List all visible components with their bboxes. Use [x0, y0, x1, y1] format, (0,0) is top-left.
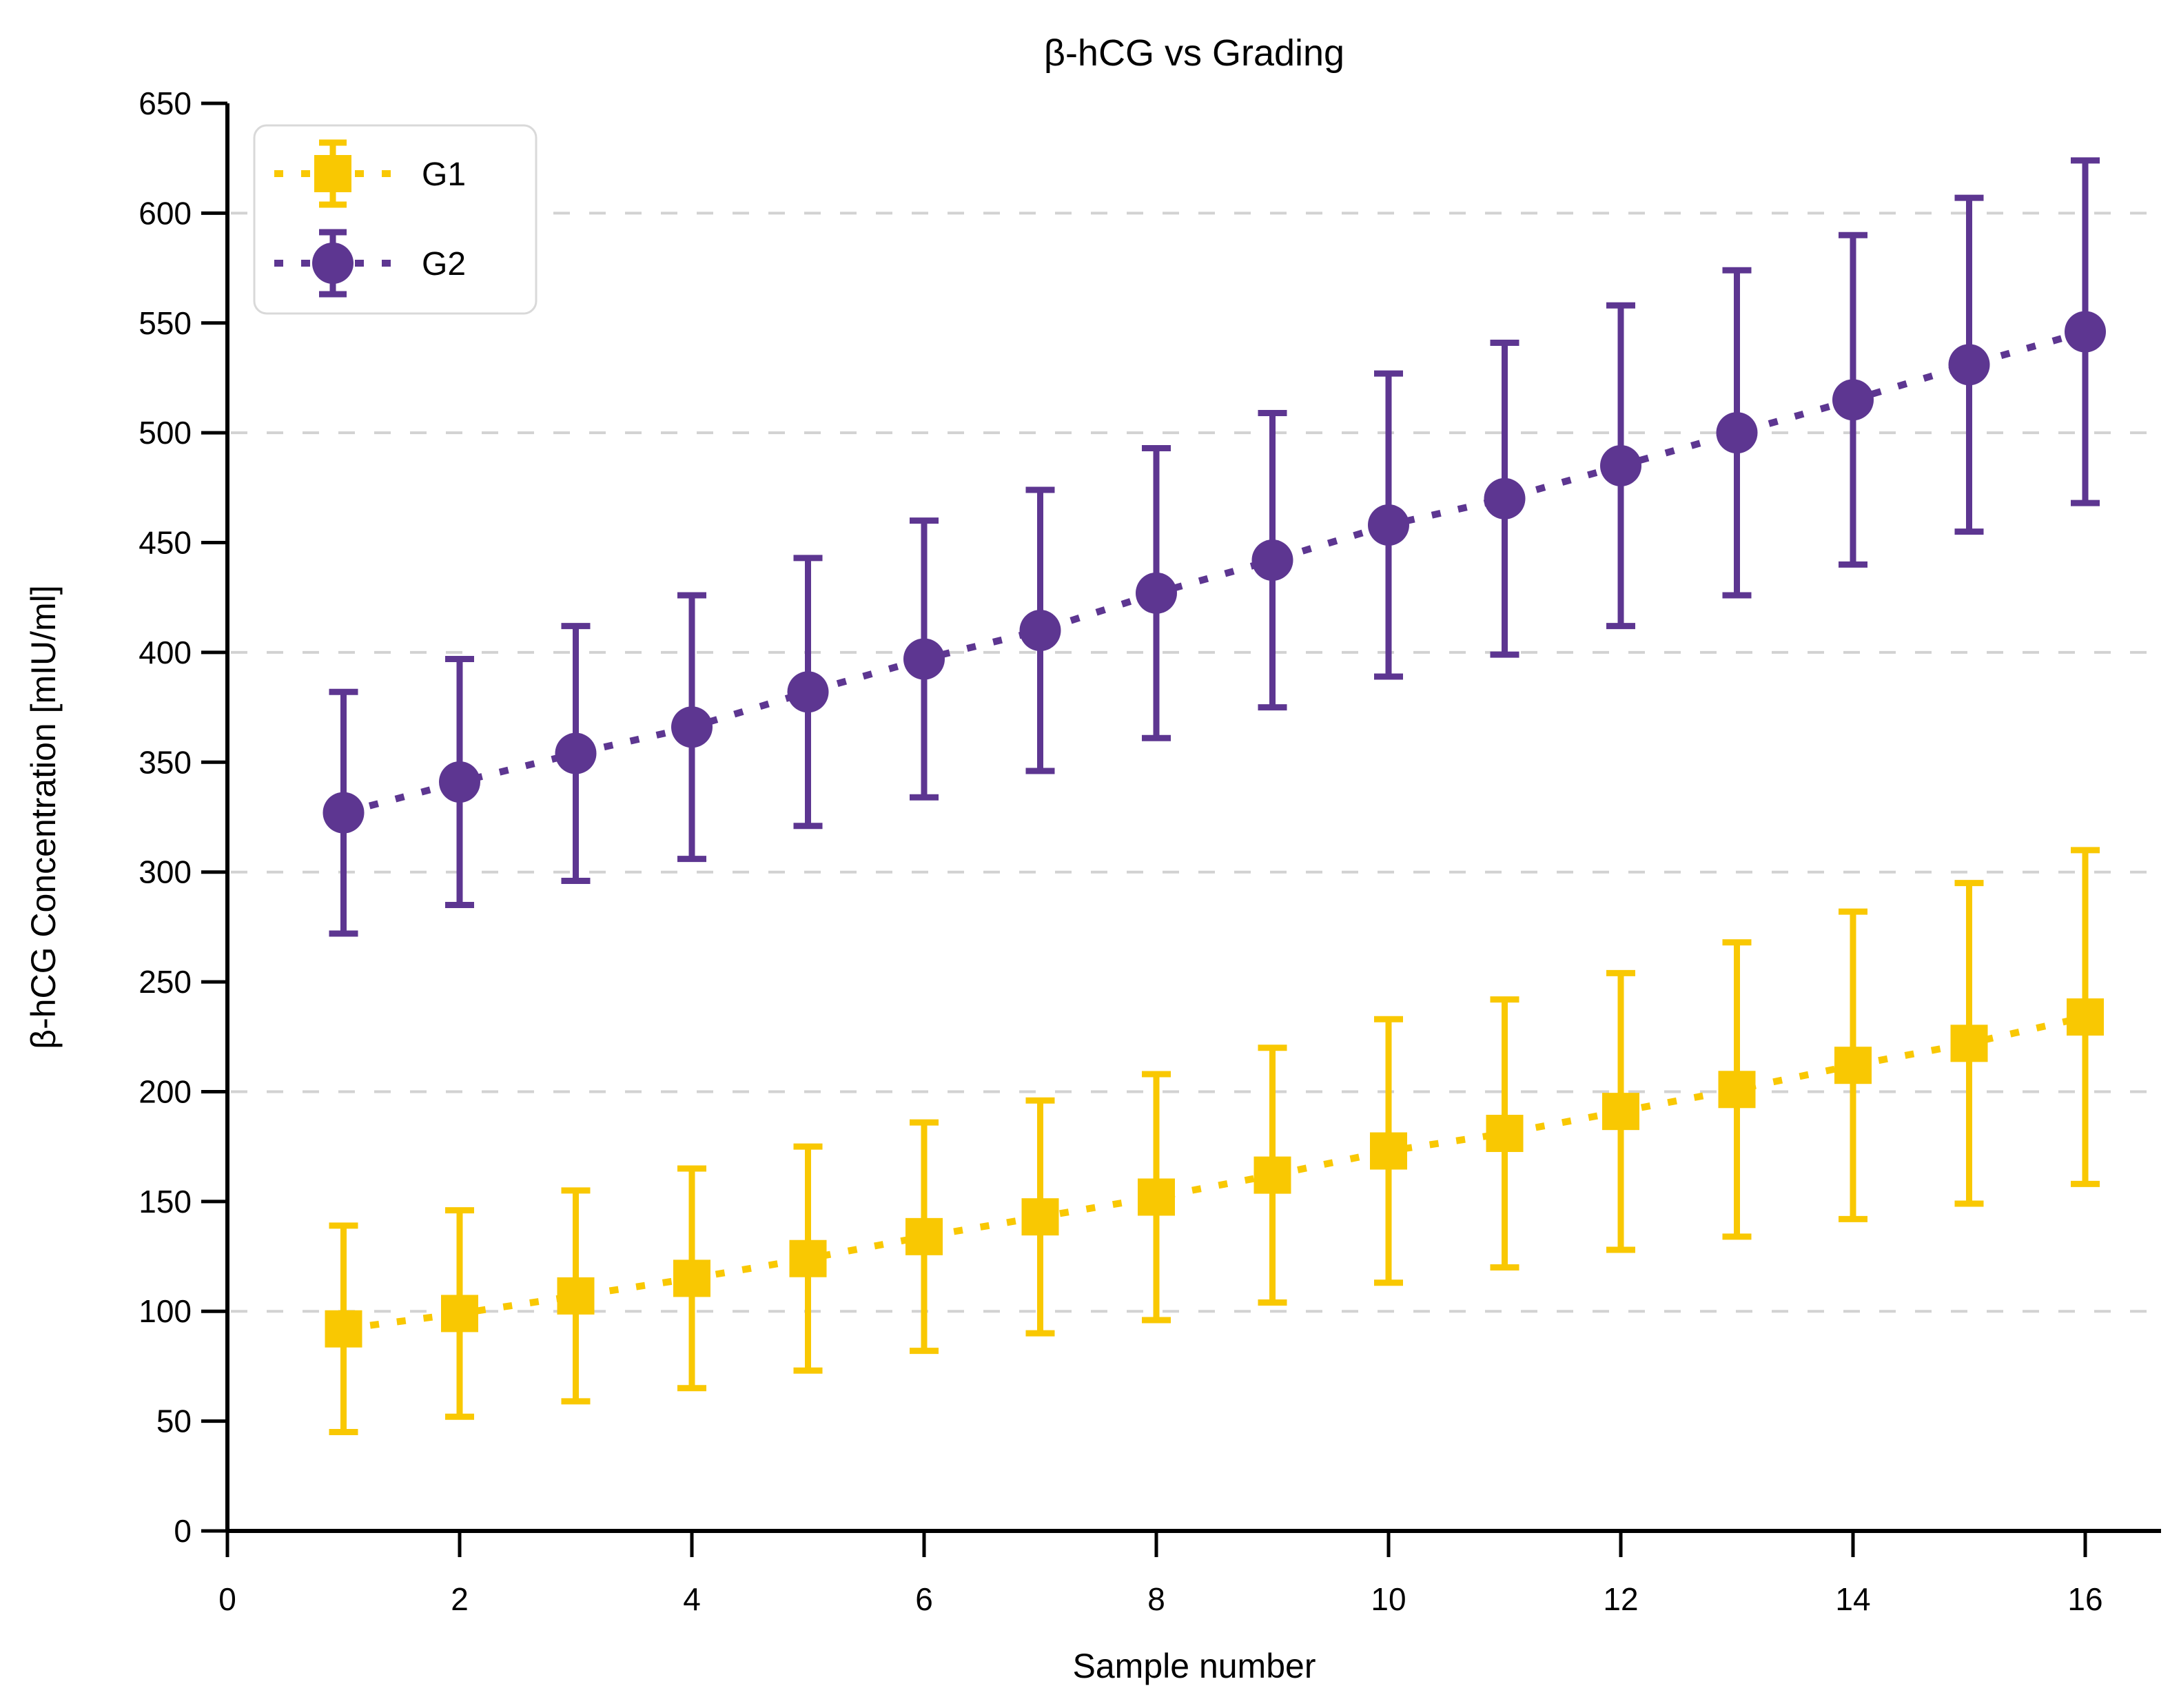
legend-marker-square [314, 155, 351, 192]
y-tick-label: 0 [174, 1513, 192, 1549]
data-point-circle [439, 761, 480, 803]
series-line [342, 328, 2087, 816]
data-point-circle [2065, 311, 2106, 353]
y-tick-label: 150 [139, 1184, 192, 1220]
legend-box [253, 124, 538, 315]
legend-marker-circle [312, 243, 354, 284]
data-point-circle [1716, 412, 1758, 454]
y-tick-label: 600 [139, 195, 192, 231]
y-tick-label: 200 [139, 1073, 192, 1109]
data-point-circle [1136, 572, 1177, 614]
legend-label-g2: G2 [422, 246, 466, 282]
data-point-square [1021, 1198, 1059, 1236]
y-tick-label: 550 [139, 305, 192, 341]
data-point-circle [1832, 379, 1874, 421]
data-point-square [1602, 1093, 1639, 1131]
data-point-circle [1484, 477, 1526, 519]
data-point-square [1253, 1156, 1291, 1194]
data-point-square [789, 1239, 827, 1277]
data-point-square [1718, 1071, 1756, 1109]
series-layer [323, 157, 2106, 1436]
legend-samples [274, 139, 391, 298]
y-tick-label: 650 [139, 85, 192, 121]
x-tick-label: 0 [218, 1581, 236, 1617]
data-point-square [1486, 1115, 1524, 1153]
y-tick-label: 100 [139, 1293, 192, 1329]
series-g2 [323, 157, 2106, 937]
data-point-circle [1251, 539, 1293, 582]
data-point-square [441, 1295, 478, 1333]
data-point-square [2067, 998, 2104, 1036]
x-tick-label: 14 [1835, 1581, 1870, 1617]
chart-title: β-hCG vs Grading [1044, 32, 1344, 74]
y-axis-label: β-hCG Concentration [mIU/ml] [24, 585, 63, 1049]
data-point-circle [555, 732, 597, 774]
data-point-circle [1019, 610, 1061, 652]
data-point-circle [903, 638, 945, 680]
y-tick-label: 400 [139, 635, 192, 670]
y-tick-label: 300 [139, 854, 192, 890]
y-tick-label: 500 [139, 415, 192, 451]
x-axis-label: Sample number [1073, 1647, 1316, 1685]
data-point-circle [671, 706, 713, 748]
x-tick-label: 8 [1147, 1581, 1165, 1617]
legend-sample-g1 [274, 139, 391, 208]
data-point-square [1834, 1047, 1872, 1084]
data-point-circle [787, 671, 829, 713]
data-point-square [1138, 1178, 1175, 1216]
x-tick-label: 2 [451, 1581, 469, 1617]
x-tick-label: 6 [915, 1581, 933, 1617]
x-tick-label: 10 [1371, 1581, 1406, 1617]
legend: G1 G2 [253, 124, 538, 315]
x-axis: 0 2 4 6 8 10 12 14 16 [218, 1529, 2161, 1617]
x-tick-label: 12 [1603, 1581, 1638, 1617]
y-tick-label: 450 [139, 525, 192, 561]
x-tick-label: 4 [683, 1581, 701, 1617]
data-point-square [1370, 1132, 1407, 1170]
data-point-square [325, 1310, 362, 1348]
y-axis: 0 50 100 150 200 250 300 350 400 450 500 550 600 650 [139, 85, 229, 1549]
gridlines [231, 212, 2164, 1313]
legend-sample-g2 [274, 229, 391, 298]
data-point-circle [1600, 444, 1641, 486]
data-point-circle [1948, 344, 1990, 386]
y-tick-label: 250 [139, 964, 192, 1000]
data-point-square [673, 1259, 710, 1297]
legend-label-g1: G1 [422, 156, 466, 193]
data-point-circle [1368, 504, 1409, 546]
x-tick-label: 16 [2067, 1581, 2102, 1617]
series-g1 [325, 847, 2104, 1436]
y-tick-label: 350 [139, 744, 192, 780]
data-point-circle [323, 792, 365, 834]
data-point-square [905, 1217, 943, 1255]
data-point-square [1950, 1025, 1988, 1062]
data-point-square [557, 1277, 595, 1315]
series-line [342, 1014, 2087, 1333]
y-tick-label: 50 [156, 1403, 192, 1439]
